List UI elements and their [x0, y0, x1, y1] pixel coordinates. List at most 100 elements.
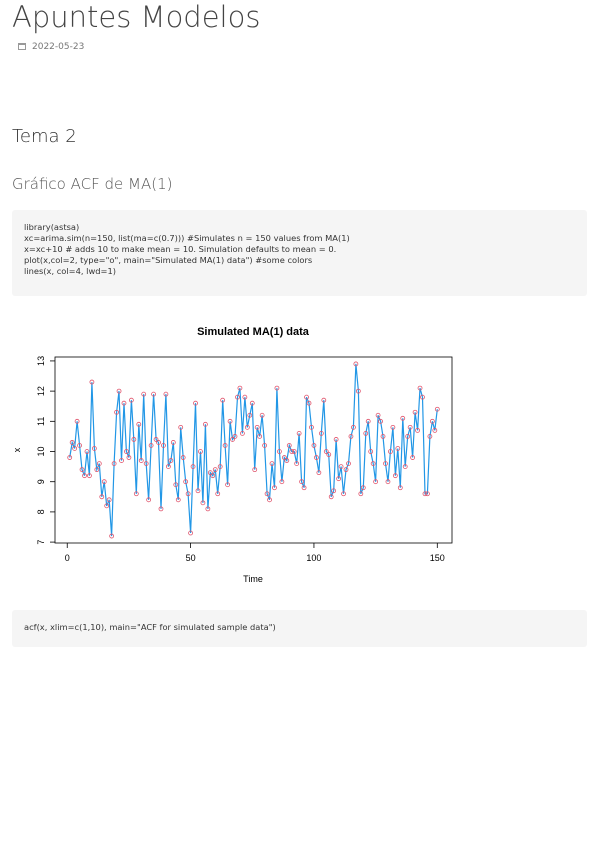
data-point [299, 479, 305, 485]
data-point [180, 455, 186, 460]
data-point [69, 440, 75, 445]
code-block: library(astsa) xc=arima.sim(n=150, list(m… [12, 210, 587, 296]
data-point [304, 394, 309, 400]
data-point [348, 434, 354, 439]
code-line: xc=arima.sim(n=150, list(ma=c(0.7))) #Si… [24, 233, 350, 243]
y-tick-label: 13 [36, 356, 46, 366]
code-line: lines(x, col=4, lwd=1) [24, 266, 116, 276]
data-point [427, 434, 433, 439]
data-point [333, 437, 339, 442]
data-point [277, 449, 282, 454]
data-point [215, 491, 221, 497]
data-point [318, 430, 324, 436]
data-point [343, 467, 349, 473]
data-point [301, 485, 307, 491]
data-point [368, 449, 374, 454]
data-point [91, 446, 97, 451]
data-point [217, 464, 223, 470]
data-point [316, 470, 322, 476]
data-point [198, 449, 203, 454]
data-point [370, 461, 376, 466]
data-point [425, 491, 430, 497]
data-point [249, 400, 255, 406]
data-point [279, 479, 285, 485]
data-point [126, 455, 132, 460]
data-point [185, 491, 191, 497]
x-tick-label: 0 [65, 553, 70, 563]
data-point [116, 388, 122, 394]
y-tick-label: 11 [36, 417, 46, 426]
data-point [79, 467, 85, 473]
date-text: 2022-05-23 [32, 42, 85, 52]
x-tick-label: 100 [306, 553, 321, 563]
data-point [119, 458, 124, 463]
y-tick-label: 9 [36, 479, 46, 484]
data-point [89, 379, 95, 385]
data-point [175, 497, 181, 503]
data-point [170, 440, 176, 445]
data-point [230, 437, 235, 442]
data-point [210, 473, 216, 479]
data-point [133, 491, 139, 497]
data-point [358, 491, 364, 497]
data-point [385, 479, 391, 485]
data-point [264, 491, 270, 497]
data-point [420, 394, 425, 400]
data-point [378, 418, 383, 424]
data-point [227, 418, 233, 424]
data-point [247, 412, 253, 418]
data-point [131, 437, 137, 442]
data-point [151, 391, 156, 397]
data-point [383, 461, 388, 466]
data-point [207, 470, 213, 476]
data-point [360, 485, 366, 491]
data-point [269, 461, 275, 466]
data-point [252, 467, 258, 473]
data-point [188, 530, 193, 536]
section-heading: Tema 2 [12, 126, 77, 147]
data-point [202, 421, 208, 427]
x-axis-label: Time [243, 574, 263, 584]
data-point [161, 443, 166, 448]
data-point [163, 391, 169, 397]
data-point [289, 449, 295, 454]
code-block: acf(x, xlim=c(1,10), main="ACF for simul… [12, 610, 587, 647]
data-point [417, 385, 423, 391]
data-point [274, 385, 280, 391]
data-point [178, 424, 184, 430]
data-point [353, 361, 359, 367]
data-point [225, 482, 230, 488]
data-point [82, 473, 87, 479]
data-point [156, 440, 161, 445]
data-point [237, 385, 243, 391]
data-point [87, 473, 92, 479]
data-point [341, 491, 346, 497]
data-point [363, 430, 369, 436]
data-point [306, 400, 312, 406]
code-line: plot(x,col=2, type="o", main="Simulated … [24, 255, 313, 265]
data-point [220, 397, 226, 403]
data-point [296, 430, 302, 436]
data-point [400, 415, 406, 421]
data-point [109, 533, 115, 539]
data-point [195, 488, 201, 494]
plot-frame [54, 356, 453, 544]
data-point [351, 424, 356, 430]
data-point [314, 455, 319, 460]
data-point [392, 473, 398, 479]
data-point [72, 446, 78, 451]
data-point [281, 455, 287, 460]
data-point [235, 394, 240, 400]
data-point [141, 391, 147, 397]
data-point [311, 443, 317, 448]
data-point [429, 418, 435, 424]
data-point [412, 409, 418, 415]
data-point [407, 424, 413, 430]
data-point [432, 427, 438, 433]
data-point [77, 443, 82, 448]
data-point [321, 397, 327, 403]
data-point [375, 412, 381, 418]
y-tick-label: 8 [36, 509, 46, 514]
data-point [106, 497, 112, 503]
data-point [190, 464, 196, 470]
